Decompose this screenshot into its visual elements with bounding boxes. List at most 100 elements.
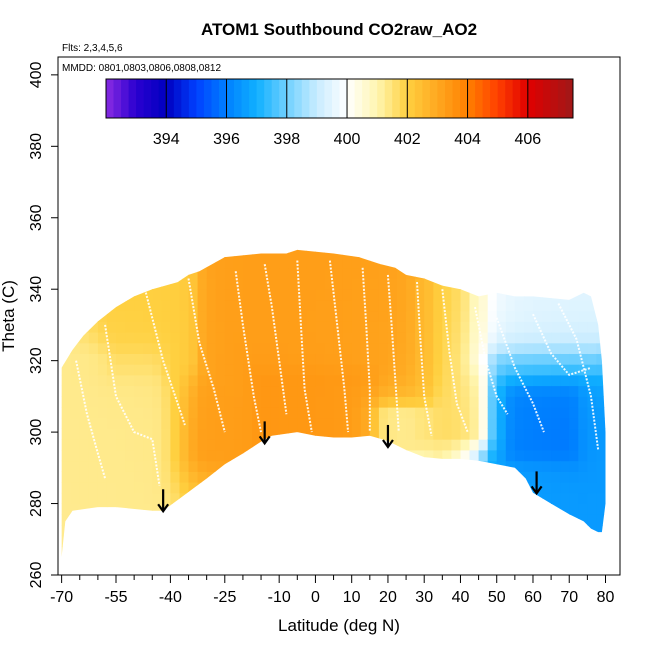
heatmap-cell bbox=[315, 374, 325, 387]
heatmap-cell bbox=[170, 525, 180, 537]
heatmap-cell bbox=[188, 321, 199, 333]
heatmap-cell bbox=[605, 503, 606, 515]
heatmap-cell bbox=[397, 257, 407, 269]
heatmap-cell bbox=[61, 364, 72, 376]
heatmap-cell bbox=[242, 546, 253, 558]
colorbar-cell bbox=[445, 79, 453, 118]
heatmap-cell bbox=[578, 546, 588, 558]
heatmap-cell bbox=[605, 546, 606, 558]
heatmap-cell bbox=[469, 460, 480, 472]
heatmap-cell bbox=[415, 267, 425, 279]
heatmap-cell bbox=[233, 278, 244, 290]
heatmap-cell bbox=[487, 332, 498, 344]
heatmap-cell bbox=[560, 353, 570, 365]
heatmap-cell bbox=[415, 546, 425, 558]
heatmap-cell bbox=[143, 321, 153, 333]
heatmap-cell bbox=[279, 407, 289, 419]
heatmap-cell bbox=[152, 535, 162, 547]
heatmap-cell bbox=[97, 332, 108, 344]
heatmap-cell bbox=[533, 353, 543, 365]
heatmap-cell bbox=[279, 417, 289, 429]
heatmap-cell bbox=[397, 535, 407, 547]
heatmap-cell bbox=[306, 353, 316, 365]
heatmap-cell bbox=[297, 492, 307, 504]
heatmap-cell bbox=[523, 385, 534, 397]
heatmap-cell bbox=[279, 503, 289, 515]
heatmap-cell bbox=[460, 278, 471, 290]
heatmap-cell bbox=[496, 535, 507, 547]
heatmap-cell bbox=[270, 342, 280, 354]
heatmap-cell bbox=[397, 249, 407, 258]
heatmap-cell bbox=[478, 321, 489, 333]
heatmap-cell bbox=[79, 471, 90, 483]
heatmap-cell bbox=[469, 353, 480, 365]
heatmap-cell bbox=[125, 249, 135, 258]
heatmap-cell bbox=[143, 460, 153, 472]
heatmap-cell bbox=[70, 439, 81, 451]
colorbar-ticks: 394 396 398 400 402 404 406 bbox=[153, 79, 541, 148]
down-arrow-icon bbox=[382, 424, 394, 449]
heatmap-cell bbox=[233, 385, 244, 397]
heatmap-cell bbox=[478, 492, 489, 504]
heatmap-cell bbox=[134, 278, 144, 290]
heatmap-cell bbox=[596, 407, 606, 419]
heatmap-cell bbox=[505, 342, 516, 354]
heatmap-cell bbox=[170, 353, 180, 365]
heatmap-cell bbox=[478, 417, 489, 429]
heatmap-cell bbox=[224, 407, 235, 419]
heatmap-cell bbox=[578, 289, 588, 301]
heatmap-cell bbox=[261, 299, 271, 312]
colorbar-tick-label: 398 bbox=[273, 131, 300, 148]
heatmap-cell bbox=[197, 503, 208, 515]
colorbar-cell bbox=[203, 79, 212, 118]
heatmap-cell bbox=[451, 546, 461, 558]
heatmap-cell bbox=[560, 257, 570, 269]
colorbar-cell bbox=[354, 79, 363, 118]
heatmap-cell bbox=[569, 374, 579, 387]
heatmap-cell bbox=[397, 289, 407, 301]
colorbar-tick-label: 406 bbox=[514, 131, 541, 148]
heatmap-cell bbox=[387, 257, 398, 269]
heatmap-cell bbox=[106, 514, 117, 526]
heatmap-cell bbox=[460, 525, 471, 537]
colorbar-cell bbox=[467, 79, 476, 118]
colorbar-cell bbox=[497, 79, 506, 118]
heatmap-cell bbox=[596, 364, 606, 376]
heatmap-cell bbox=[387, 514, 398, 526]
heatmap-cell bbox=[252, 525, 262, 537]
heatmap-cell bbox=[415, 407, 425, 419]
heatmap-cell bbox=[387, 525, 398, 537]
heatmap-cell bbox=[233, 310, 244, 322]
heatmap-cell bbox=[469, 407, 480, 419]
colorbar-cell bbox=[106, 79, 114, 118]
heatmap-cell bbox=[387, 492, 398, 504]
heatmap-cell bbox=[333, 364, 344, 376]
heatmap-cell bbox=[451, 353, 461, 365]
heatmap-cell bbox=[605, 396, 606, 408]
heatmap-cell bbox=[288, 257, 298, 269]
heatmap-cell bbox=[360, 471, 371, 483]
heatmap-cell bbox=[297, 321, 307, 333]
heatmap-cell bbox=[587, 353, 597, 365]
heatmap-cell bbox=[224, 535, 235, 547]
heatmap-cell bbox=[415, 374, 425, 387]
heatmap-cell bbox=[424, 257, 434, 269]
heatmap-cell bbox=[233, 364, 244, 376]
heatmap-cell bbox=[596, 503, 606, 515]
heatmap-cell bbox=[333, 525, 344, 537]
colorbar-frame bbox=[105, 78, 574, 119]
heatmap-cell bbox=[342, 289, 353, 301]
heatmap-cell bbox=[97, 417, 108, 429]
colorbar-cell bbox=[505, 79, 514, 118]
heatmap-cell bbox=[188, 460, 199, 472]
heatmap-cell bbox=[451, 428, 461, 440]
heatmap-cell bbox=[533, 267, 543, 279]
heatmap-cell bbox=[587, 460, 597, 472]
heatmap-cell bbox=[170, 557, 180, 568]
heatmap-cell bbox=[342, 257, 353, 269]
heatmap-cell bbox=[152, 353, 162, 365]
heatmap-cell bbox=[406, 364, 416, 376]
heatmap-cell bbox=[116, 557, 126, 568]
heatmap-cell bbox=[442, 460, 452, 472]
heatmap-cell bbox=[533, 525, 543, 537]
